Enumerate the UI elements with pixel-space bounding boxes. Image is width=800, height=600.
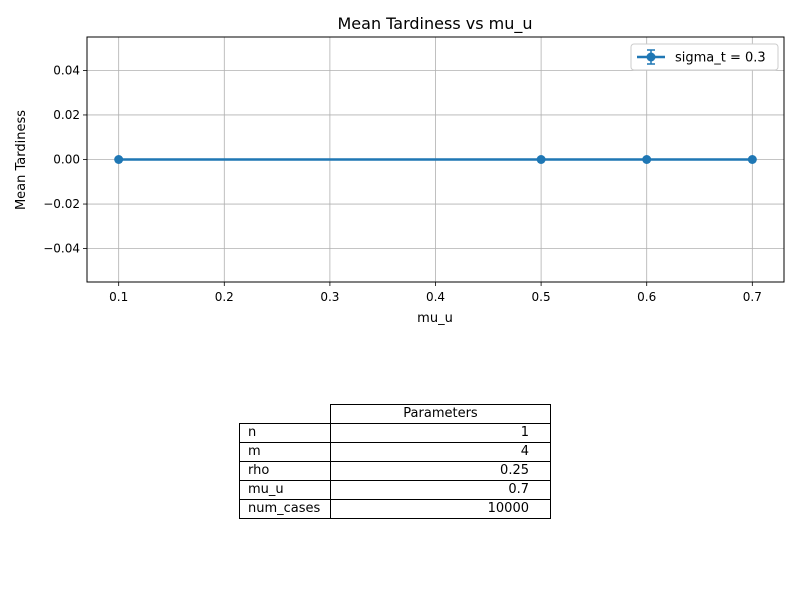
legend-label: sigma_t = 0.3 [675, 51, 766, 66]
chart-title: Mean Tardiness vs mu_u [337, 14, 532, 34]
x-tick-label: 0.5 [532, 290, 551, 304]
row-value: 10000 [330, 499, 551, 519]
row-label: m [239, 442, 331, 462]
data-point [642, 155, 652, 164]
row-label: num_cases [239, 499, 331, 519]
y-tick-label: 0.04 [53, 63, 80, 77]
y-tick-label: −0.02 [43, 197, 80, 211]
y-tick-label: 0.02 [53, 108, 80, 122]
x-tick-label: 0.4 [426, 290, 445, 304]
x-tick-label: 0.7 [743, 290, 762, 304]
table-header: Parameters [330, 404, 551, 424]
series-layer [114, 155, 757, 164]
row-value: 1 [330, 423, 551, 443]
row-label: n [239, 423, 331, 443]
y-axis-ticks: 0.04 0.02 0.00 −0.02 −0.04 [43, 63, 87, 256]
table-row: num_cases 10000 [239, 499, 551, 519]
x-tick-label: 0.3 [320, 290, 339, 304]
x-tick-label: 0.2 [215, 290, 234, 304]
data-point [536, 155, 546, 164]
table-corner [240, 405, 331, 424]
table-row: rho 0.25 [239, 461, 551, 481]
row-value: 4 [330, 442, 551, 462]
y-axis-label: Mean Tardiness [14, 110, 29, 210]
table-header-row: Parameters [240, 404, 551, 424]
x-tick-label: 0.6 [637, 290, 656, 304]
x-tick-label: 0.1 [109, 290, 128, 304]
y-tick-label: 0.00 [53, 153, 80, 167]
data-point [114, 155, 124, 164]
parameters-table: Parameters n 1 m 4 rho 0.25 mu_u 0.7 num… [239, 404, 551, 519]
y-tick-label: −0.04 [43, 242, 80, 256]
x-axis-ticks: 0.1 0.2 0.3 0.4 0.5 0.6 0.7 [109, 282, 762, 304]
legend-marker [646, 52, 656, 62]
legend: sigma_t = 0.3 [630, 43, 779, 71]
legend-box [630, 43, 779, 71]
plot-frame [86, 36, 785, 283]
table-row: n 1 [239, 423, 551, 443]
row-label: mu_u [239, 480, 331, 500]
table-row: mu_u 0.7 [239, 480, 551, 500]
table-row: m 4 [239, 442, 551, 462]
row-value: 0.7 [330, 480, 551, 500]
row-label: rho [239, 461, 331, 481]
data-point [747, 155, 757, 164]
x-axis-label: mu_u [417, 311, 453, 326]
row-value: 0.25 [330, 461, 551, 481]
